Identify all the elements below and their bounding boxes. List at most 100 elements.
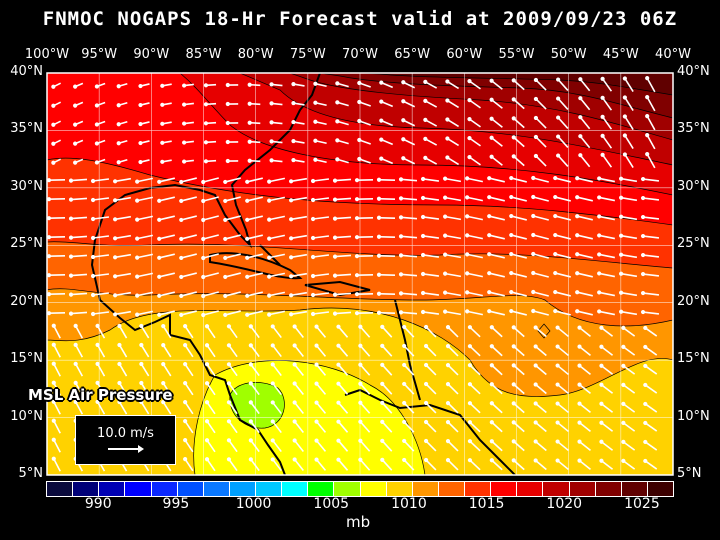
wind-arrow-head <box>289 274 294 279</box>
wind-arrow-head <box>553 194 558 200</box>
wind-arrow <box>159 196 175 202</box>
wind-arrow <box>446 156 460 166</box>
wind-arrow-head <box>157 217 162 222</box>
wind-arrow <box>359 364 371 376</box>
wind-arrow <box>642 178 660 182</box>
wind-arrow-head <box>47 235 52 240</box>
wind-arrow <box>555 234 571 240</box>
wind-arrow-head <box>511 439 516 444</box>
wind-arrow-head <box>443 290 448 295</box>
wind-arrow-head <box>267 236 272 241</box>
wind-arrow-head <box>139 342 144 348</box>
wind-arrow-head <box>292 381 297 386</box>
wind-arrow <box>469 402 481 414</box>
lat-label: 20°N <box>677 293 710 309</box>
wind-arrow <box>535 117 547 129</box>
wind-arrow <box>272 344 282 358</box>
wind-arrow <box>511 234 527 240</box>
wind-arrow-head <box>555 363 560 368</box>
wind-arrow <box>402 100 416 108</box>
wind-arrow <box>511 291 527 297</box>
wind-arrow <box>381 364 393 376</box>
wind-arrow <box>334 197 352 201</box>
colorbar-swatch <box>308 482 334 496</box>
wind-arrow <box>137 310 153 316</box>
wind-arrow-head <box>354 235 360 240</box>
wind-arrow <box>250 458 260 472</box>
wind-arrow-head <box>445 117 450 122</box>
wind-arrow-head <box>621 382 626 387</box>
wind-arrow <box>203 215 219 221</box>
wind-arrow <box>620 291 638 297</box>
wind-arrow-head <box>619 176 624 181</box>
wind-arrow <box>646 153 656 169</box>
wind-arrow <box>491 364 503 376</box>
wind-arrow <box>622 327 636 337</box>
wind-arrow <box>557 345 569 357</box>
wind-arrow-head <box>511 363 516 368</box>
wind-arrow-head <box>248 324 253 329</box>
wind-arrow <box>312 273 330 277</box>
wind-arrow <box>489 253 505 259</box>
wind-arrow <box>489 177 505 183</box>
wind-arrow <box>184 363 194 377</box>
wind-arrow-head <box>182 102 187 107</box>
wind-arrow-head <box>577 344 582 349</box>
wind-arrow-head <box>533 382 538 387</box>
wind-arrow-head <box>509 308 514 314</box>
wind-arrow-head <box>314 419 319 424</box>
wind-arrow <box>203 177 219 183</box>
wind-arrow <box>469 118 481 128</box>
wind-arrow-head <box>555 325 560 330</box>
wind-arrow-head <box>402 324 407 330</box>
wind-arrow-head <box>90 178 96 184</box>
wind-arrow-head <box>553 175 558 181</box>
wind-arrow <box>535 440 547 452</box>
lon-label: 95°W <box>81 47 118 62</box>
wind-arrow <box>337 440 349 452</box>
wind-arrow <box>250 325 260 339</box>
wind-arrow <box>96 325 106 339</box>
wind-arrow-head <box>336 381 341 386</box>
wind-arrow <box>70 273 88 277</box>
wind-arrow-head <box>332 254 338 259</box>
wind-arrow-head <box>225 120 230 126</box>
colorbar-tick-label: 995 <box>162 496 190 512</box>
wind-arrow <box>184 382 194 396</box>
wind-arrow-head <box>90 292 96 298</box>
wind-arrow <box>359 440 371 452</box>
wind-arrow <box>400 216 418 220</box>
wind-arrow-head <box>380 362 385 367</box>
wind-arrow-head <box>292 438 297 443</box>
wind-arrow-head <box>376 234 382 239</box>
wind-arrow <box>114 177 132 183</box>
wind-arrow-head <box>292 419 297 424</box>
wind-arrow <box>53 325 61 339</box>
wind-arrow-head <box>354 292 360 297</box>
wind-arrow-head <box>398 196 404 201</box>
wind-arrow-head <box>248 343 253 348</box>
wind-arrow <box>92 235 110 239</box>
wind-arrow <box>600 403 614 413</box>
lon-label: 90°W <box>133 47 170 62</box>
wind-arrow-head <box>640 233 646 239</box>
wind-arrow <box>579 116 591 130</box>
wind-arrow <box>620 272 638 278</box>
wind-arrow-head <box>599 439 604 444</box>
wind-arrow <box>269 272 285 278</box>
wind-arrow <box>74 363 84 377</box>
wind-arrow-head <box>398 253 404 258</box>
colorbar-tick-label: 1020 <box>546 496 583 512</box>
wind-arrow-head <box>310 178 316 184</box>
wind-arrow <box>555 310 571 316</box>
wind-arrow-head <box>113 293 118 298</box>
wind-arrow-head <box>489 97 494 102</box>
wind-arrow <box>381 421 393 433</box>
wind-arrow <box>312 197 330 201</box>
wind-arrow <box>622 384 636 394</box>
colorbar-swatch <box>438 482 464 496</box>
wind-arrow <box>96 344 106 358</box>
wind-arrow-head <box>90 311 96 317</box>
wind-arrow-head <box>245 179 250 184</box>
wind-arrow <box>114 253 132 259</box>
